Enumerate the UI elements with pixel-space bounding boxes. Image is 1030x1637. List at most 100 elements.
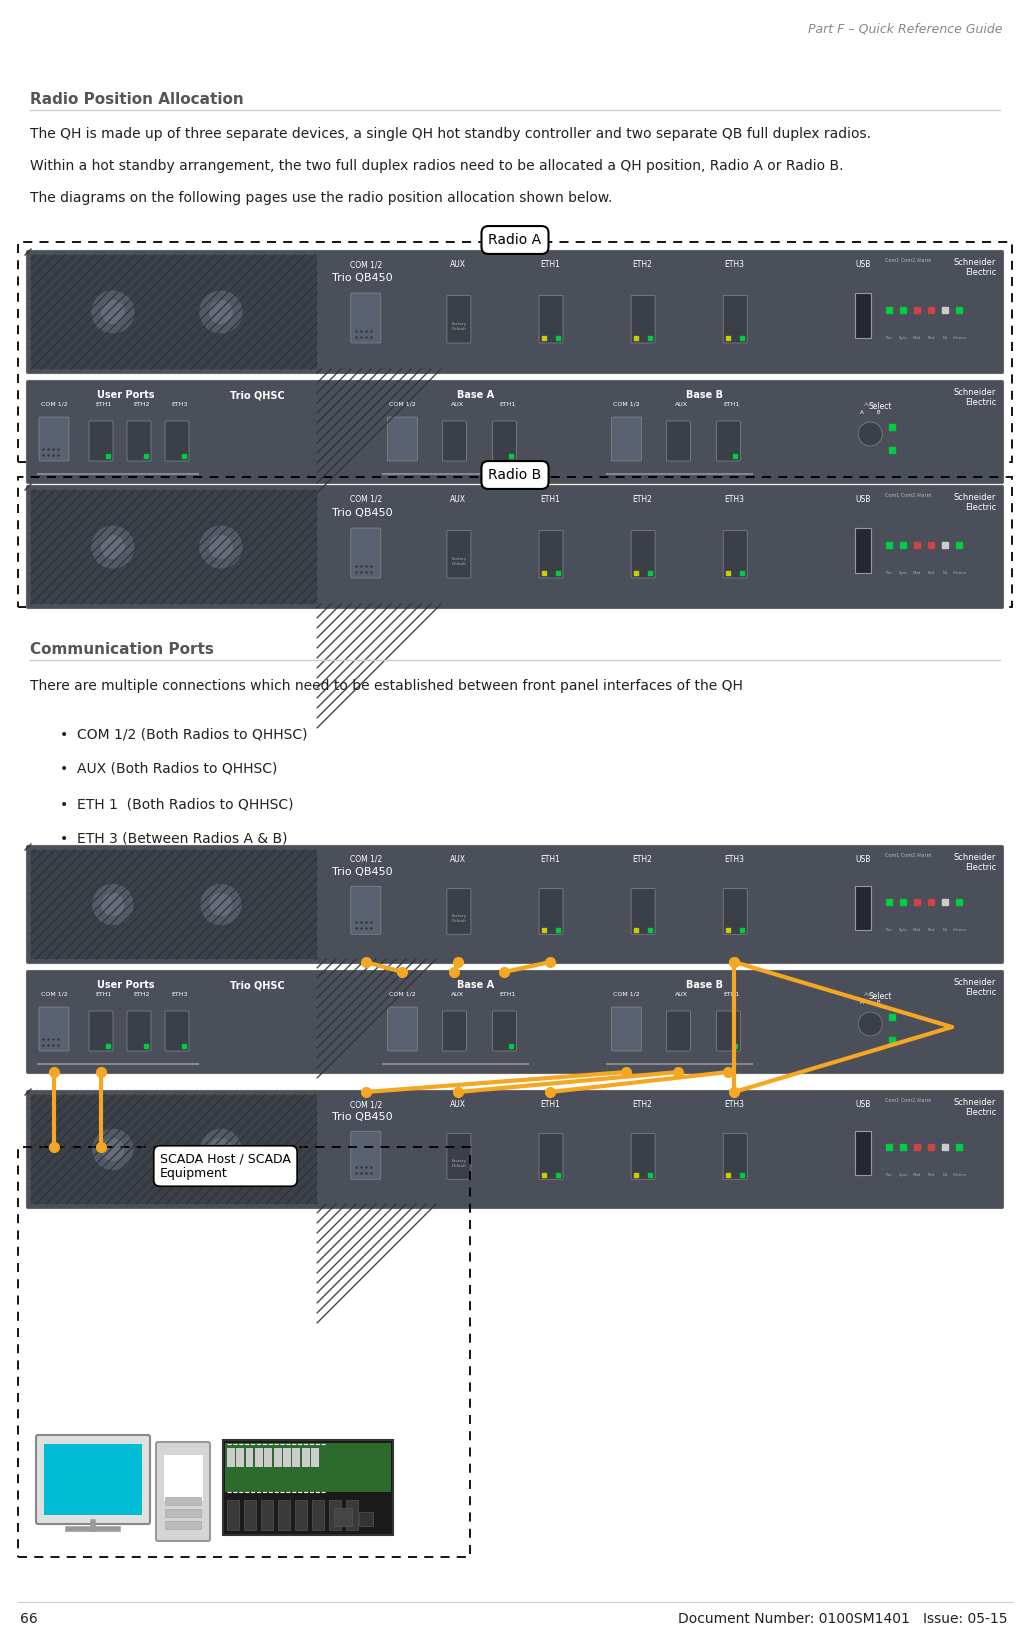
Text: ETH3: ETH3: [172, 403, 188, 408]
Circle shape: [200, 290, 242, 334]
Text: User Ports: User Ports: [97, 390, 154, 399]
FancyBboxPatch shape: [27, 971, 1003, 1074]
Circle shape: [101, 300, 125, 324]
Text: Trio QB450: Trio QB450: [333, 509, 392, 519]
Circle shape: [92, 884, 134, 925]
FancyBboxPatch shape: [631, 1133, 655, 1179]
Text: COM 1/2: COM 1/2: [613, 403, 640, 408]
Text: ETH1: ETH1: [540, 494, 560, 504]
Text: There are multiple connections which need to be established between front panel : There are multiple connections which nee…: [30, 679, 743, 692]
Text: AUX: AUX: [450, 855, 466, 864]
FancyBboxPatch shape: [723, 1133, 747, 1179]
Text: Select: Select: [868, 992, 892, 1000]
FancyBboxPatch shape: [723, 889, 747, 935]
FancyBboxPatch shape: [27, 486, 1003, 609]
Text: SCADA Host / SCADA
Equipment: SCADA Host / SCADA Equipment: [160, 1152, 290, 1180]
Bar: [18, 1148, 470, 1557]
Text: Trio QHSC: Trio QHSC: [230, 981, 284, 990]
FancyBboxPatch shape: [539, 530, 563, 578]
FancyBboxPatch shape: [165, 421, 188, 462]
Bar: [855, 527, 870, 573]
FancyBboxPatch shape: [539, 1133, 563, 1179]
Text: ETH2: ETH2: [134, 403, 150, 408]
Text: ETH1: ETH1: [723, 403, 740, 408]
Text: Sync: Sync: [898, 571, 907, 575]
Text: ETH2: ETH2: [632, 260, 652, 268]
Text: COM 1/2: COM 1/2: [350, 494, 382, 504]
Text: USB: USB: [855, 494, 870, 504]
Text: Mod: Mod: [913, 336, 921, 340]
Circle shape: [209, 1138, 233, 1161]
Text: ETH2: ETH2: [134, 992, 150, 997]
Text: AUX: AUX: [675, 403, 688, 408]
Text: Red: Red: [927, 336, 935, 340]
Text: Sync: Sync: [898, 336, 907, 340]
Text: User Ports: User Ports: [97, 981, 154, 990]
FancyBboxPatch shape: [539, 295, 563, 344]
FancyBboxPatch shape: [127, 1012, 151, 1051]
Text: ETH1: ETH1: [723, 992, 740, 997]
Text: USB: USB: [855, 1100, 870, 1108]
Text: Radio Position Allocation: Radio Position Allocation: [30, 92, 244, 106]
Bar: [31, 850, 317, 959]
Text: Factory
Default: Factory Default: [451, 913, 467, 923]
Bar: [225, 1442, 391, 1493]
Text: Schneider
Electric: Schneider Electric: [954, 1098, 996, 1118]
Text: •  ETH 3 (Between Radios A & B): • ETH 3 (Between Radios A & B): [60, 832, 287, 846]
Circle shape: [209, 894, 233, 917]
FancyBboxPatch shape: [27, 250, 1003, 373]
FancyBboxPatch shape: [666, 421, 690, 462]
Bar: [227, 1499, 239, 1531]
Text: B: B: [877, 1000, 880, 1005]
Text: Pwr: Pwr: [886, 1172, 893, 1177]
Bar: [236, 1447, 244, 1467]
FancyBboxPatch shape: [612, 417, 642, 462]
Text: ETH1: ETH1: [540, 855, 560, 864]
Circle shape: [200, 1130, 242, 1170]
Circle shape: [92, 290, 135, 334]
Circle shape: [101, 1138, 125, 1161]
Text: COM 1/2: COM 1/2: [613, 992, 640, 997]
FancyBboxPatch shape: [36, 1436, 150, 1524]
FancyBboxPatch shape: [723, 295, 747, 344]
Bar: [346, 1499, 358, 1531]
Text: A: A: [860, 1000, 864, 1005]
FancyBboxPatch shape: [89, 421, 113, 462]
Bar: [44, 1444, 142, 1514]
FancyBboxPatch shape: [39, 417, 69, 462]
FancyBboxPatch shape: [539, 889, 563, 935]
FancyBboxPatch shape: [387, 417, 417, 462]
Circle shape: [101, 894, 125, 917]
Bar: [855, 886, 870, 930]
Text: ETH3: ETH3: [724, 494, 745, 504]
FancyBboxPatch shape: [27, 845, 1003, 964]
Bar: [274, 1447, 281, 1467]
Bar: [163, 1454, 203, 1501]
Text: COM 1/2: COM 1/2: [40, 992, 67, 997]
Text: COM 1/2: COM 1/2: [389, 992, 416, 997]
Text: Sync: Sync: [898, 1172, 907, 1177]
Text: COM 1/2: COM 1/2: [40, 403, 67, 408]
FancyBboxPatch shape: [723, 530, 747, 578]
Text: Radio A: Radio A: [488, 232, 542, 247]
Circle shape: [101, 535, 125, 558]
FancyBboxPatch shape: [447, 530, 471, 578]
Bar: [246, 1447, 253, 1467]
FancyBboxPatch shape: [492, 421, 516, 462]
Bar: [278, 1499, 290, 1531]
Bar: [31, 255, 317, 368]
FancyBboxPatch shape: [447, 1133, 471, 1179]
Text: ETH3: ETH3: [724, 855, 745, 864]
Bar: [165, 1521, 201, 1529]
Text: Com1 Com2 Alarm: Com1 Com2 Alarm: [885, 853, 931, 858]
Text: A: A: [860, 409, 864, 416]
Bar: [165, 1509, 201, 1517]
Text: B: B: [877, 409, 880, 416]
Text: Part F – Quick Reference Guide: Part F – Quick Reference Guide: [808, 21, 1002, 34]
Circle shape: [209, 535, 233, 558]
Bar: [165, 1496, 201, 1504]
Text: ETH2: ETH2: [632, 1100, 652, 1108]
Text: COM 1/2: COM 1/2: [350, 260, 382, 268]
Text: Base A: Base A: [457, 390, 494, 399]
Text: 66: 66: [20, 1612, 38, 1626]
